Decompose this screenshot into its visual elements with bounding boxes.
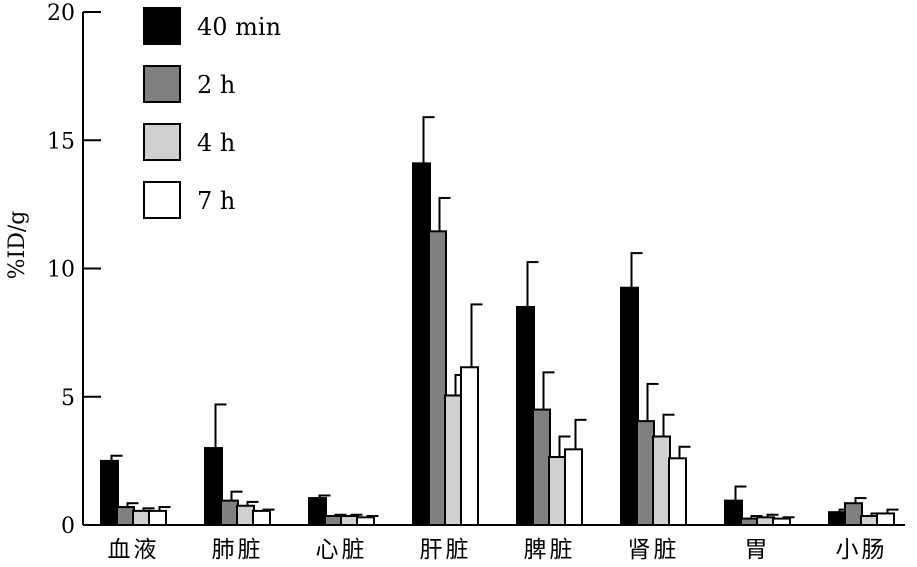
x-tick-label: 脾脏 [524, 537, 576, 563]
bar [236, 504, 255, 527]
bar [220, 499, 239, 527]
bar [740, 517, 759, 527]
x-tick-label: 肾脏 [628, 537, 680, 563]
bar [772, 517, 791, 527]
y-tick-label: 15 [47, 129, 75, 154]
legend-label: 2 h [197, 71, 235, 99]
bar [460, 366, 479, 526]
bar [828, 511, 847, 526]
bar [668, 457, 687, 526]
x-tick-label: 肺脏 [212, 537, 264, 563]
x-tick-label: 胃 [745, 537, 771, 563]
bar [860, 515, 879, 527]
y-tick-label: 5 [61, 386, 75, 411]
bar [132, 509, 151, 526]
bar [340, 515, 359, 527]
bar [116, 506, 135, 527]
legend-swatch [143, 65, 181, 103]
y-tick-label: 10 [47, 258, 75, 283]
legend-label: 7 h [197, 187, 235, 215]
legend: 40 min 2 h 4 h 7 h [143, 7, 281, 219]
y-tick-label: 20 [47, 1, 75, 26]
bar [100, 459, 119, 526]
x-tick-label: 小肠 [836, 537, 888, 563]
x-tick-label: 肝脏 [420, 537, 472, 563]
bar [564, 448, 583, 526]
legend-swatch [143, 7, 181, 45]
bar [356, 516, 375, 526]
bar [412, 162, 431, 527]
bar [876, 512, 895, 527]
legend-swatch [143, 181, 181, 219]
bar [252, 509, 271, 526]
bar [652, 435, 671, 527]
bar [444, 394, 463, 526]
axes: 0 5 10 15 20 血液 肺脏 心脏 肝脏 脾脏 肾脏 胃 小肠 [47, 1, 905, 563]
bar [204, 447, 223, 526]
x-tick-label: 血液 [108, 537, 160, 563]
x-tick-label: 心脏 [316, 537, 368, 563]
legend-swatch [143, 123, 181, 161]
bar [844, 502, 863, 527]
legend-label: 40 min [197, 13, 281, 41]
bar [724, 499, 743, 527]
bar [620, 286, 639, 526]
bar [548, 456, 567, 526]
bar [532, 408, 551, 527]
bar [636, 420, 655, 526]
bar [308, 497, 327, 527]
bars [100, 116, 899, 527]
bar [756, 516, 775, 526]
legend-label: 4 h [197, 129, 235, 157]
bar [324, 515, 343, 527]
bar [516, 305, 535, 526]
y-tick-label: 0 [61, 514, 75, 539]
y-axis-label: %ID/g [5, 211, 30, 280]
bar [148, 509, 167, 526]
bar [428, 230, 447, 526]
